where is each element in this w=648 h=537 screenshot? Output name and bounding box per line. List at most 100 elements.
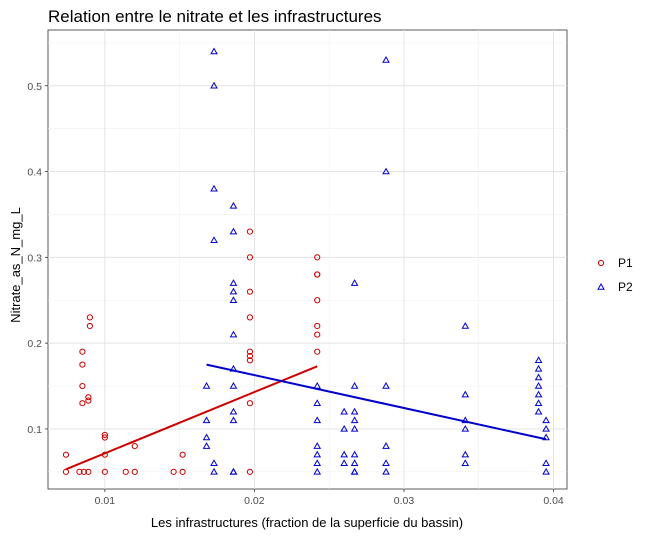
- data-point-p2: [340, 424, 348, 432]
- data-point-p2: [350, 450, 359, 458]
- y-axis-title: Nitrate_as_N_mg_L: [8, 207, 23, 323]
- data-point-p1: [131, 468, 138, 475]
- data-point-p1: [101, 434, 108, 441]
- y-tick-label: 0.3: [27, 252, 42, 264]
- data-point-p2: [313, 459, 322, 467]
- data-point-p2: [202, 382, 211, 389]
- legend-key-p2: [597, 283, 605, 290]
- data-point-p1: [131, 443, 138, 450]
- data-point-p2: [340, 450, 348, 458]
- data-point-p2: [350, 459, 359, 467]
- data-point-p2: [382, 467, 390, 475]
- data-point-p1: [246, 352, 254, 360]
- data-point-p2: [229, 227, 238, 235]
- data-point-p1: [314, 331, 321, 338]
- data-point-p2: [202, 416, 211, 424]
- legend-key-p1: [597, 259, 605, 267]
- data-point-p2: [313, 399, 322, 406]
- y-tick-label: 0.5: [27, 81, 42, 93]
- data-point-p2: [542, 467, 550, 475]
- data-point-p2: [382, 56, 390, 63]
- data-point-p1: [122, 468, 129, 475]
- data-point-p1: [85, 394, 92, 401]
- data-point-p2: [340, 407, 348, 415]
- data-point-p1: [101, 468, 108, 475]
- data-point-p2: [350, 424, 359, 432]
- data-point-p2: [229, 382, 238, 389]
- data-point-p2: [229, 279, 238, 286]
- data-point-p1: [314, 297, 321, 304]
- data-point-p1: [86, 322, 93, 330]
- data-point-p2: [534, 407, 543, 415]
- data-point-p1: [314, 254, 321, 261]
- data-point-p2: [210, 184, 218, 192]
- data-point-p2: [542, 459, 550, 467]
- data-point-p2: [382, 167, 390, 175]
- data-point-p1: [62, 451, 70, 458]
- legend-label-p2: P2: [618, 280, 633, 294]
- data-point-p1: [76, 468, 83, 475]
- data-point-p2: [461, 390, 470, 398]
- data-point-p1: [314, 271, 321, 278]
- data-point-p2: [350, 416, 359, 424]
- data-point-p2: [542, 433, 550, 441]
- data-point-p1: [246, 254, 254, 261]
- data-point-p2: [461, 321, 470, 329]
- data-point-p2: [313, 450, 322, 458]
- data-point-p2: [229, 416, 238, 424]
- data-point-p2: [313, 467, 322, 475]
- data-point-p2: [340, 459, 348, 467]
- y-tick-label: 0.1: [27, 424, 42, 436]
- data-point-p1: [170, 468, 177, 475]
- data-point-p2: [350, 382, 359, 389]
- data-point-p1: [246, 288, 254, 295]
- x-tick-label: 0.04: [543, 495, 564, 507]
- data-point-p1: [86, 314, 93, 321]
- legend-label-p1: P1: [618, 256, 633, 270]
- data-point-p2: [542, 416, 550, 424]
- data-point-p1: [79, 361, 86, 368]
- data-point-p2: [229, 201, 238, 209]
- legend: P1 P2: [597, 256, 633, 294]
- fit-line-p1: [65, 365, 318, 471]
- data-point-p1: [246, 400, 254, 407]
- data-point-p2: [229, 296, 238, 303]
- data-point-p2: [229, 407, 238, 415]
- data-point-p1: [246, 348, 254, 355]
- data-point-p1: [314, 322, 321, 330]
- x-tick-label: 0.02: [244, 495, 265, 507]
- data-point-p2: [229, 364, 238, 372]
- x-axis-ticks: 0.01 0.02 0.03 0.04: [95, 489, 564, 507]
- data-point-p2: [461, 424, 470, 432]
- data-point-p1: [246, 468, 254, 475]
- data-point-p2: [534, 356, 543, 364]
- data-point-p2: [350, 279, 359, 286]
- data-points: [62, 47, 550, 475]
- x-axis-title: Les infrastructures (fraction de la supe…: [151, 515, 463, 530]
- data-point-p1: [101, 451, 108, 458]
- data-point-p2: [350, 407, 359, 415]
- data-point-p1: [80, 468, 87, 475]
- data-point-p2: [461, 416, 470, 424]
- data-point-p2: [350, 467, 359, 475]
- data-point-p1: [246, 228, 254, 235]
- data-point-p2: [534, 399, 543, 406]
- data-point-p1: [85, 397, 92, 404]
- data-point-p2: [229, 330, 238, 338]
- data-point-p2: [202, 442, 211, 449]
- data-point-p2: [313, 416, 322, 424]
- x-tick-label: 0.03: [394, 495, 415, 507]
- data-point-p2: [461, 450, 470, 458]
- x-tick-label: 0.01: [95, 495, 116, 507]
- data-point-p2: [210, 459, 218, 467]
- data-point-p2: [210, 47, 218, 55]
- data-point-p2: [313, 382, 322, 389]
- data-point-p2: [382, 459, 390, 467]
- data-point-p2: [229, 467, 238, 475]
- data-point-p2: [229, 287, 238, 295]
- fit-line-p2: [206, 363, 547, 441]
- data-point-p2: [542, 424, 550, 432]
- data-point-p2: [534, 373, 543, 381]
- chart-title: Relation entre le nitrate et les infrast…: [48, 7, 382, 26]
